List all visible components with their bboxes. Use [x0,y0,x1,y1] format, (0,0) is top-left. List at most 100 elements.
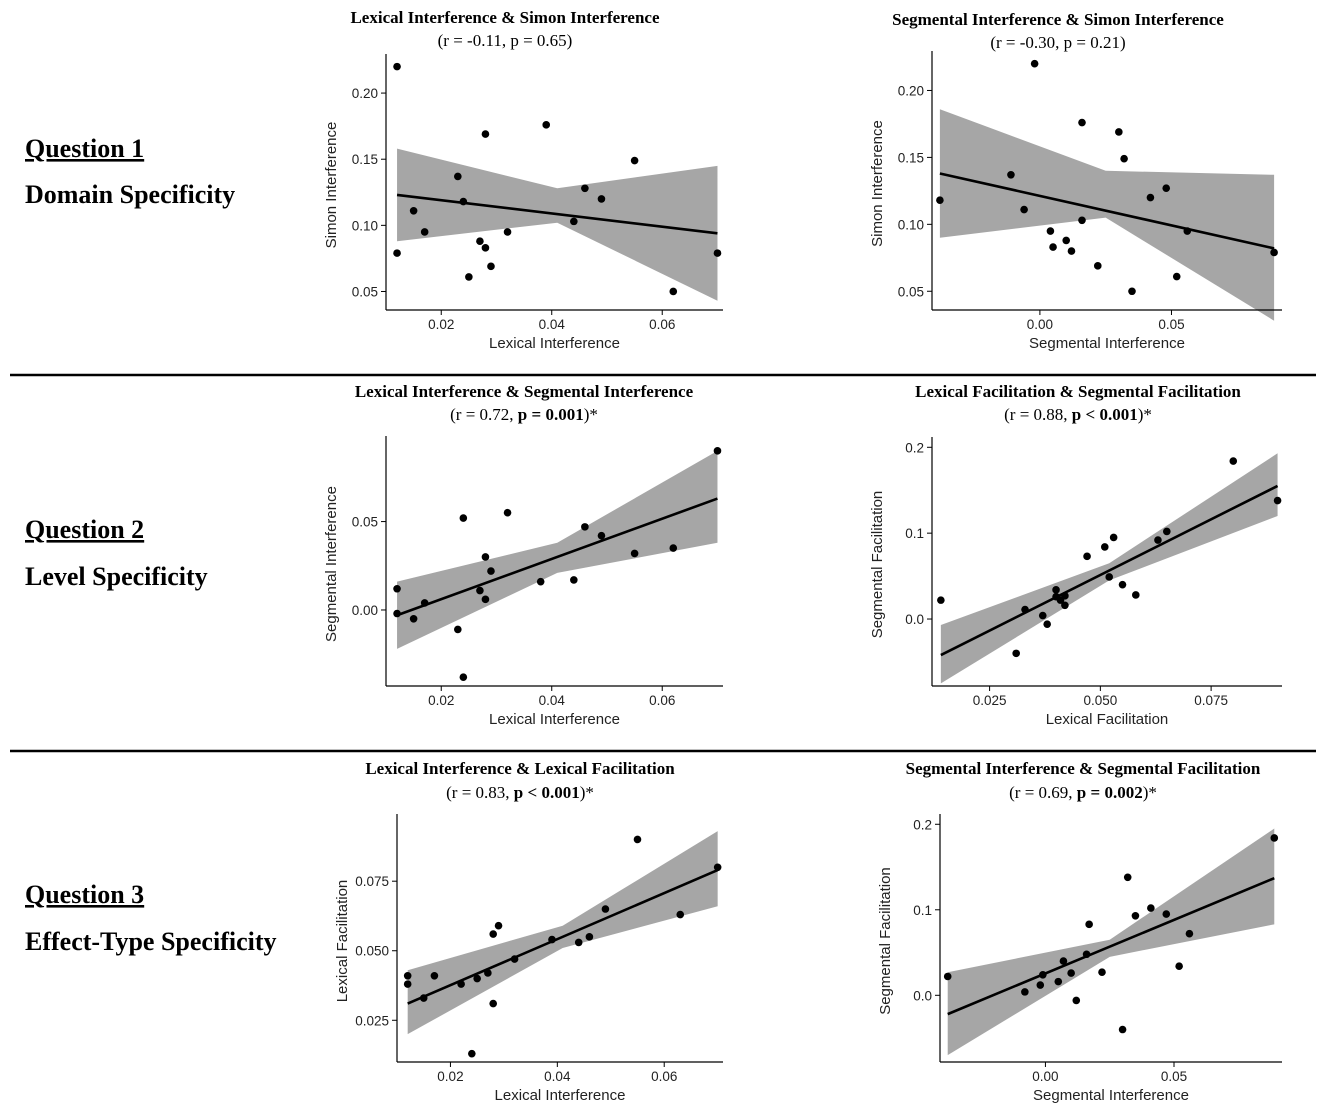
q2-right-x-tick-label-0: 0.025 [973,693,1007,708]
q1-left-title: Lexical Interference & Simon Interferenc… [350,8,660,27]
q3-left-point-18 [713,863,722,872]
q2-left-point-3 [420,599,429,607]
q3-right-point-4 [1054,977,1063,986]
q2-left-x-tick-label-2: 0.06 [649,693,675,708]
q2-right-x-axis-label: Lexical Facilitation [1046,711,1169,728]
q2-left-point-2 [409,615,418,623]
q2-right-x-tick-label-2: 0.075 [1194,693,1228,708]
q3-left-point-12 [548,935,556,944]
q3-right-x-tick-label-1: 0.05 [1161,1069,1187,1084]
q2-right-stats-part-1: p < 0.001 [1072,405,1138,424]
q2-left-point-7 [476,586,484,595]
q1-right-regression-line [939,172,1275,250]
q1-left-point-11 [503,228,512,236]
q2-left-x-tick-label-0: 0.02 [428,693,454,708]
q3-left-confidence-band [407,831,718,1035]
q2-right-point-8 [1061,592,1069,600]
q3-right-point-10 [1098,968,1106,977]
q1-right-point-5 [1049,243,1057,251]
q1-right-title: Segmental Interference & Simon Interfere… [892,10,1224,29]
question-1-title: Question 1 [25,134,144,163]
q3-right-point-11 [1118,1025,1127,1034]
q1-left-point-8 [481,244,490,252]
q3-left-x-tick-label-2: 0.06 [651,1069,677,1084]
q1-right-x-tick-label-1: 0.05 [1158,317,1184,332]
q1-right-point-0 [936,196,944,205]
q2-left-point-13 [570,576,578,584]
q3-right-point-9 [1085,920,1093,929]
q3-right-x-tick-label-0: 0.00 [1032,1069,1058,1084]
q1-left-point-16 [630,156,639,165]
q1-left-point-13 [570,217,578,226]
q3-right-point-15 [1162,910,1171,918]
q3-right-point-6 [1067,969,1075,977]
q3-left-title: Lexical Interference & Lexical Facilitat… [365,759,675,778]
q1-right-point-11 [1115,128,1123,136]
q2-left-point-5 [459,514,468,522]
q3-left-point-2 [419,994,428,1002]
q2-right-point-9 [1061,601,1069,610]
q3-right-confidence-band [947,828,1275,1056]
q3-right-x-axis-label: Segmental Interference [1033,1087,1189,1104]
q1-left-stats-part-0: (r = -0.11, p = 0.65) [438,31,573,50]
q3-right-point-7 [1072,996,1081,1005]
q2-left-point-8 [481,553,490,561]
question-3-subtitle: Effect-Type Specificity [25,927,277,956]
q3-left-point-4 [457,980,465,988]
q2-right-point-4 [1043,620,1051,628]
q2-left-regression-line [396,497,718,617]
q2-right-point-19 [1273,496,1282,505]
q3-right-point-17 [1185,929,1194,938]
q2-right-point-14 [1118,580,1127,589]
q1-left-point-6 [465,273,473,281]
q3-left-stats: (r = 0.83, p < 0.001)* [446,783,594,802]
q1-right-point-6 [1062,236,1071,245]
q2-left-point-12 [536,577,545,586]
q3-left-point-9 [489,930,497,938]
q1-right-point-1 [1030,59,1039,68]
q3-left-point-15 [601,905,610,913]
q1-right-confidence-band [939,109,1275,321]
q1-left-stats: (r = -0.11, p = 0.65) [438,31,573,50]
q1-left-point-7 [476,237,484,246]
q3-left-regression-line [407,868,719,1005]
q2-left-point-16 [630,549,639,558]
q2-right-point-0 [937,596,945,604]
q1-right-point-16 [1172,272,1181,281]
q2-left-stats-part-2: )* [584,405,598,424]
q1-left-point-18 [713,249,722,257]
q1-right-point-10 [1093,262,1102,270]
q3-left-y-tick-label-2: 0.075 [355,874,389,889]
q2-left-y-tick-label-1: 0.05 [352,515,378,530]
q1-right-x-axis-label: Segmental Interference [1029,335,1185,352]
q1-left-x-tick-label-1: 0.04 [539,317,566,332]
q2-right-y-tick-label-2: 0.2 [905,440,924,455]
q2-right-y-tick-label-0: 0.0 [905,612,924,627]
q2-right-point-13 [1105,573,1114,581]
q2-left-point-0 [393,584,401,593]
q2-right-point-17 [1163,527,1171,536]
q1-left-point-17 [669,287,678,296]
q1-left-point-14 [581,184,589,193]
q2-left-y-axis-label: Segmental Interference [323,486,340,642]
q1-left-panel: Lexical Interference & Simon Interferenc… [323,8,723,352]
q2-right-point-12 [1109,533,1118,542]
q3-left-point-17 [676,910,685,919]
q1-left-point-5 [459,197,468,206]
q1-right-point-2 [1007,170,1015,179]
q1-left-point-4 [454,172,462,181]
q3-left-point-10 [494,921,503,930]
q2-right-point-2 [1021,605,1029,614]
q1-right-y-tick-label-3: 0.20 [898,83,924,98]
q2-right-point-16 [1154,536,1162,544]
q1-right-y-tick-label-0: 0.05 [898,284,924,299]
q3-left-y-axis-label: Lexical Facilitation [334,880,351,1003]
q2-right-confidence-band [940,453,1278,684]
q1-left-point-12 [542,121,551,129]
q1-right-point-13 [1128,287,1136,296]
q3-right-point-16 [1175,962,1183,971]
q3-left-y-tick-label-1: 0.050 [355,944,389,959]
q3-left-x-tick-label-0: 0.02 [437,1069,463,1084]
q1-right-point-3 [1020,205,1028,214]
q2-left-stats: (r = 0.72, p = 0.001)* [450,405,598,424]
